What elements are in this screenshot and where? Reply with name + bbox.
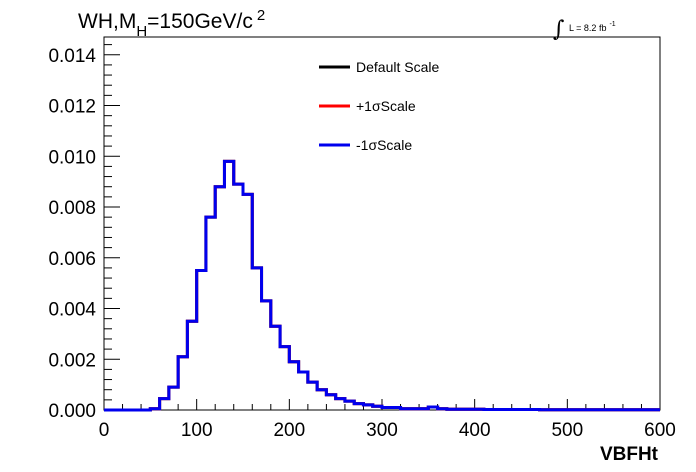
y-tick-label: 0.010 <box>48 147 96 168</box>
series-group <box>104 159 660 412</box>
legend-label-minus1sigma: -1σScale <box>356 137 412 153</box>
x-tick-label: 400 <box>459 420 491 441</box>
x-tick-label: 300 <box>366 420 398 441</box>
x-axis: 0 100 200 300 400 500 600 <box>99 399 676 441</box>
legend-label-default: Default Scale <box>356 59 439 75</box>
lumi-label: L = 8.2 fb -1 <box>569 21 616 33</box>
y-tick-label: 0.004 <box>48 300 96 321</box>
y-tick-label: 0.002 <box>48 350 96 371</box>
y-tick-label: 0.014 <box>48 46 96 67</box>
lumi-superscript: -1 <box>609 21 615 28</box>
x-tick-label: 500 <box>551 420 583 441</box>
title-superscript: 2 <box>257 7 265 24</box>
y-tick-label: 0.008 <box>48 198 96 219</box>
x-tick-label: 200 <box>273 420 305 441</box>
legend-label-plus1sigma: +1σScale <box>356 98 416 114</box>
y-tick-label: 0.000 <box>48 401 96 422</box>
y-tick-label: 0.012 <box>48 97 96 118</box>
x-tick-label: 600 <box>644 420 676 441</box>
histogram-series-2 <box>104 159 660 412</box>
histogram-series-1 <box>104 159 660 412</box>
legend: Default Scale +1σScale -1σScale <box>319 59 439 153</box>
histogram-series-0 <box>104 159 660 412</box>
y-tick-label: 0.006 <box>48 249 96 270</box>
y-axis: 0.000 0.002 0.004 0.006 0.008 0.010 0.012 0.014 <box>48 44 120 422</box>
lumi-integral-sign: ∫ <box>553 17 565 42</box>
x-tick-label: 0 <box>99 420 110 441</box>
chart-title: WH,MH=150GeV/c 2 <box>78 7 265 40</box>
title-subscript: H <box>136 23 147 40</box>
x-tick-label: 100 <box>181 420 213 441</box>
x-axis-label: VBFHt <box>600 444 659 465</box>
